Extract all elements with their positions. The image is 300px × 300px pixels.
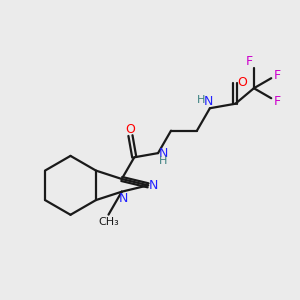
- Text: N: N: [149, 179, 158, 192]
- Text: F: F: [246, 55, 253, 68]
- Text: H: H: [159, 156, 167, 167]
- Text: F: F: [274, 95, 281, 108]
- Text: F: F: [274, 69, 281, 82]
- Text: N: N: [118, 192, 128, 205]
- Text: N: N: [159, 147, 168, 160]
- Text: O: O: [125, 123, 135, 136]
- Text: CH₃: CH₃: [98, 217, 119, 227]
- Text: O: O: [237, 76, 247, 89]
- Text: H: H: [197, 95, 205, 105]
- Text: N: N: [204, 95, 213, 108]
